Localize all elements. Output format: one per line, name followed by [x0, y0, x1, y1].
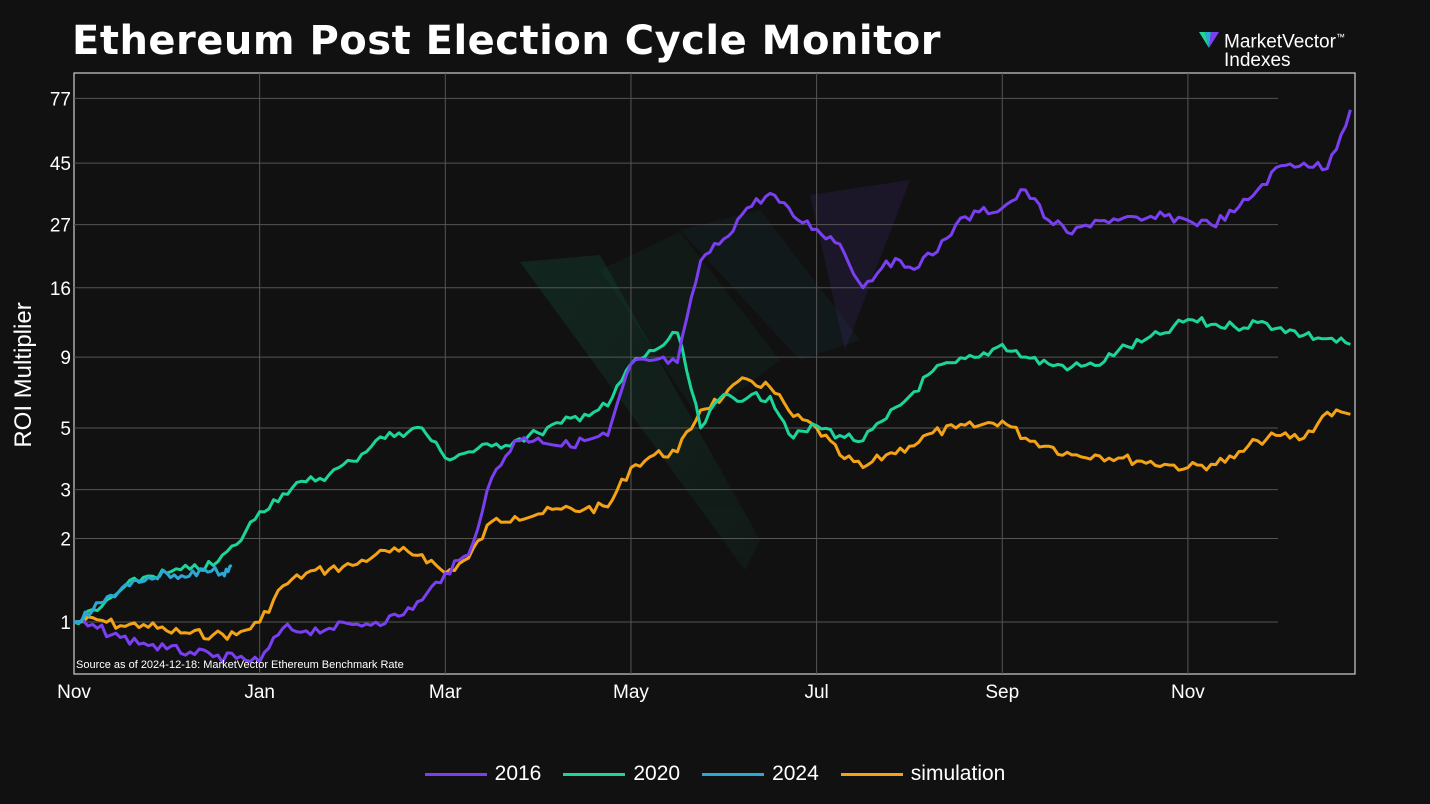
source-note: Source as of 2024-12-18: MarketVector Et…	[76, 659, 404, 671]
y-tick-label: 77	[50, 89, 71, 110]
x-axis-ticks: Nov Jan Mar May Jul Sep Nov	[57, 682, 1205, 703]
y-tick-label: 45	[50, 154, 71, 175]
page-title: Ethereum Post Election Cycle Monitor	[72, 18, 941, 64]
series-lines	[73, 109, 1352, 664]
y-axis-ticks: 1 2 3 5 9 16 27 45 77	[50, 89, 71, 634]
x-tick-label: May	[613, 682, 649, 703]
y-tick-label: 9	[60, 348, 71, 369]
y-tick-label: 16	[50, 279, 71, 300]
legend-swatch	[840, 772, 903, 776]
x-tick-label: Sep	[985, 682, 1019, 703]
logo-line-2: Indexes	[1224, 50, 1291, 72]
grid-lines	[74, 73, 1278, 674]
legend-swatch	[424, 772, 487, 776]
plot-frame	[73, 72, 1356, 675]
y-tick-label: 27	[50, 216, 71, 237]
x-tick-label: Mar	[429, 682, 462, 703]
marketvector-logo-icon	[1199, 32, 1219, 48]
marketvector-logo: MarketVector™ Indexes	[1198, 28, 1373, 70]
legend-swatch	[702, 772, 765, 776]
y-tick-label: 1	[60, 613, 71, 634]
x-tick-label: Jul	[804, 682, 828, 703]
legend-label: 2020	[633, 762, 681, 785]
y-tick-label: 3	[60, 481, 71, 502]
legend-label: simulation	[910, 762, 1006, 785]
x-tick-label: Jan	[244, 682, 275, 703]
legend-item-2016[interactable]: 2016	[424, 762, 542, 786]
series-line-2024	[73, 564, 233, 624]
y-tick-label: 2	[60, 529, 71, 550]
logo-trademark: ™	[1335, 32, 1345, 42]
legend-item-2024[interactable]: 2024	[702, 762, 819, 786]
series-line-2020	[73, 316, 1351, 626]
logo-line-1: MarketVector	[1224, 31, 1336, 53]
y-tick-label: 5	[60, 419, 71, 440]
x-tick-label: Nov	[57, 682, 91, 703]
y-axis-label: ROI Multiplier	[10, 302, 37, 447]
legend-label: 2024	[772, 762, 819, 785]
legend-item-simulation[interactable]: simulation	[840, 762, 1006, 786]
series-line-simulation	[73, 376, 1351, 641]
legend-swatch	[563, 772, 626, 776]
watermark-logo	[520, 180, 910, 570]
legend-item-2020[interactable]: 2020	[563, 762, 680, 786]
series-line-2016	[74, 109, 1352, 664]
chart-legend: 2016 2020 2024 simulation	[0, 762, 1430, 786]
legend-label: 2016	[494, 762, 542, 785]
x-tick-label: Nov	[1171, 682, 1205, 703]
